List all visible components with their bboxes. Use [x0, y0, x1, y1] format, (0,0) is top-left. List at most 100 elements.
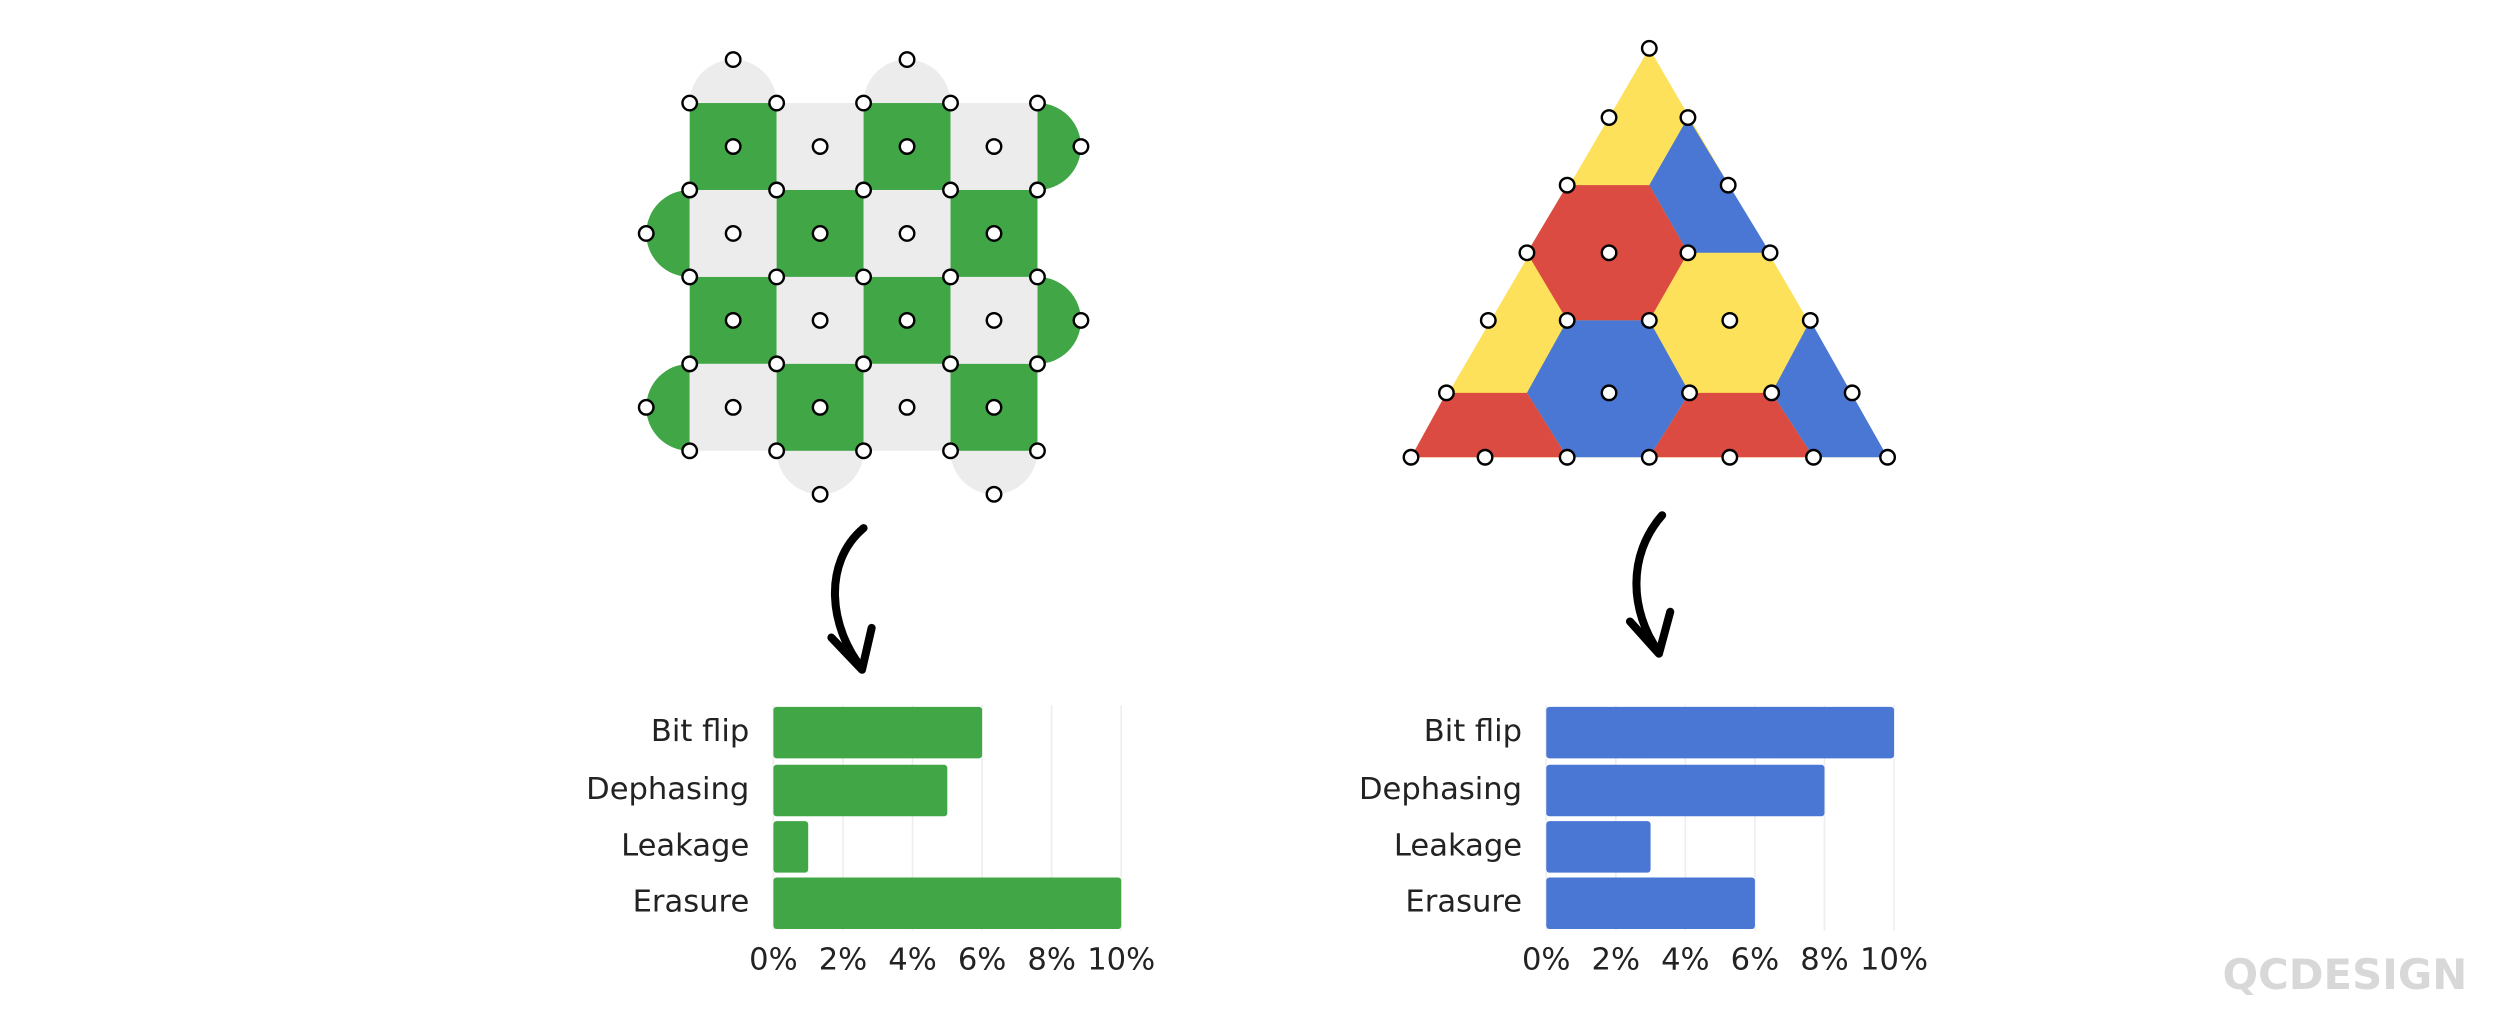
qubit — [1879, 448, 1897, 466]
x-tick-label: 8% — [1800, 943, 1849, 978]
qubit — [1479, 311, 1497, 329]
y-tick-label: Leakage — [1394, 828, 1522, 863]
x-tick-label: 8% — [1027, 943, 1076, 978]
qubit — [681, 94, 699, 112]
qubit — [768, 94, 786, 112]
x-tick-label: 10% — [1087, 943, 1155, 978]
qubit — [724, 51, 742, 69]
bar-chart: 0% 2% 4% 6% 8% 10% Bit flip Dephasing Leakage Era… — [1359, 705, 1928, 978]
y-tick-label: Dephasing — [586, 772, 749, 807]
qubit — [681, 355, 699, 373]
y-tick-label: Erasure — [633, 885, 750, 920]
qubit — [811, 225, 829, 242]
plaquette — [1411, 392, 1568, 458]
qubit — [1029, 442, 1046, 460]
qubit — [898, 398, 916, 416]
plaquette — [1771, 320, 1888, 458]
qubit — [768, 181, 786, 199]
qubit — [985, 398, 1003, 416]
boundary-stabilizer — [863, 59, 951, 104]
boundary-stabilizer — [776, 450, 864, 495]
qubit — [985, 485, 1003, 503]
qubit — [898, 225, 916, 242]
x-tick-label: 2% — [1592, 943, 1641, 978]
x-tick-label: 6% — [1731, 943, 1780, 978]
qubit — [898, 51, 916, 69]
x-tick-label: 2% — [819, 943, 868, 978]
qubit — [855, 355, 873, 373]
qubit — [1558, 448, 1576, 466]
qubit — [1640, 448, 1658, 466]
qubit — [942, 355, 959, 373]
qubit — [724, 398, 742, 416]
bar — [773, 764, 948, 817]
bar — [1546, 764, 1825, 817]
qubit — [724, 225, 742, 242]
bar — [773, 877, 1122, 930]
qubit — [855, 442, 873, 460]
qubit — [942, 268, 959, 286]
qubit — [985, 138, 1003, 155]
qubit — [681, 181, 699, 199]
x-tick-label: 0% — [1522, 943, 1571, 978]
qubit — [1029, 268, 1046, 286]
qubit — [942, 94, 959, 112]
qubit — [855, 181, 873, 199]
qubit — [1437, 384, 1455, 402]
qubit — [1558, 176, 1576, 194]
qubit — [855, 94, 873, 112]
y-tick-label: Erasure — [1405, 885, 1522, 920]
boundary-stabilizer — [1037, 103, 1081, 190]
x-tick-label: 4% — [888, 943, 937, 978]
qubit — [1476, 448, 1494, 466]
x-tick-label: 10% — [1860, 943, 1928, 978]
qubit — [1518, 244, 1536, 262]
qubit — [1402, 448, 1420, 466]
qubit — [1681, 384, 1698, 402]
qubit — [681, 268, 699, 286]
plaquette — [1649, 392, 1814, 458]
boundary-stabilizer — [689, 59, 777, 104]
x-tick-label: 4% — [1661, 943, 1710, 978]
qubit — [811, 138, 829, 155]
qubit — [1721, 311, 1739, 329]
qubit — [942, 181, 959, 199]
qubit — [811, 311, 829, 329]
qubit — [1640, 39, 1658, 57]
y-tick-label: Bit flip — [1424, 714, 1522, 749]
color-code-diagram — [1402, 39, 1897, 466]
logo: QCDESIGN — [2222, 950, 2467, 999]
qubit — [1679, 109, 1697, 126]
x-tick-label: 6% — [958, 943, 1007, 978]
qubit — [811, 398, 829, 416]
y-tick-label: Leakage — [621, 828, 749, 863]
arrow-head — [827, 623, 876, 674]
boundary-stabilizer — [646, 363, 690, 451]
qubit — [985, 311, 1003, 329]
bar-chart: 0% 2% 4% 6% 8% 10% Bit flip Dephasing Leakage Era… — [586, 705, 1155, 978]
arrow — [830, 524, 868, 673]
bar — [773, 706, 983, 759]
logo-text: QCDESIGN — [2222, 950, 2467, 999]
qubit — [1600, 244, 1618, 262]
qubit — [768, 442, 786, 460]
qubit — [1600, 109, 1618, 126]
qubit — [898, 138, 916, 155]
y-tick-label: Dephasing — [1359, 772, 1522, 807]
qubit — [898, 311, 916, 329]
qubit — [1721, 448, 1739, 466]
qubit — [768, 355, 786, 373]
y-tick-label: Bit flip — [651, 714, 749, 749]
boundary-stabilizer — [1037, 276, 1081, 364]
qubit — [855, 268, 873, 286]
x-tick-label: 0% — [749, 943, 798, 978]
bar — [1546, 877, 1755, 930]
qubit — [1763, 384, 1781, 402]
boundary-stabilizer — [950, 450, 1038, 495]
qubit — [724, 138, 742, 155]
qubit — [1801, 311, 1819, 329]
qubit — [1029, 355, 1046, 373]
boundary-stabilizer — [646, 189, 690, 277]
qubit — [1761, 244, 1779, 262]
